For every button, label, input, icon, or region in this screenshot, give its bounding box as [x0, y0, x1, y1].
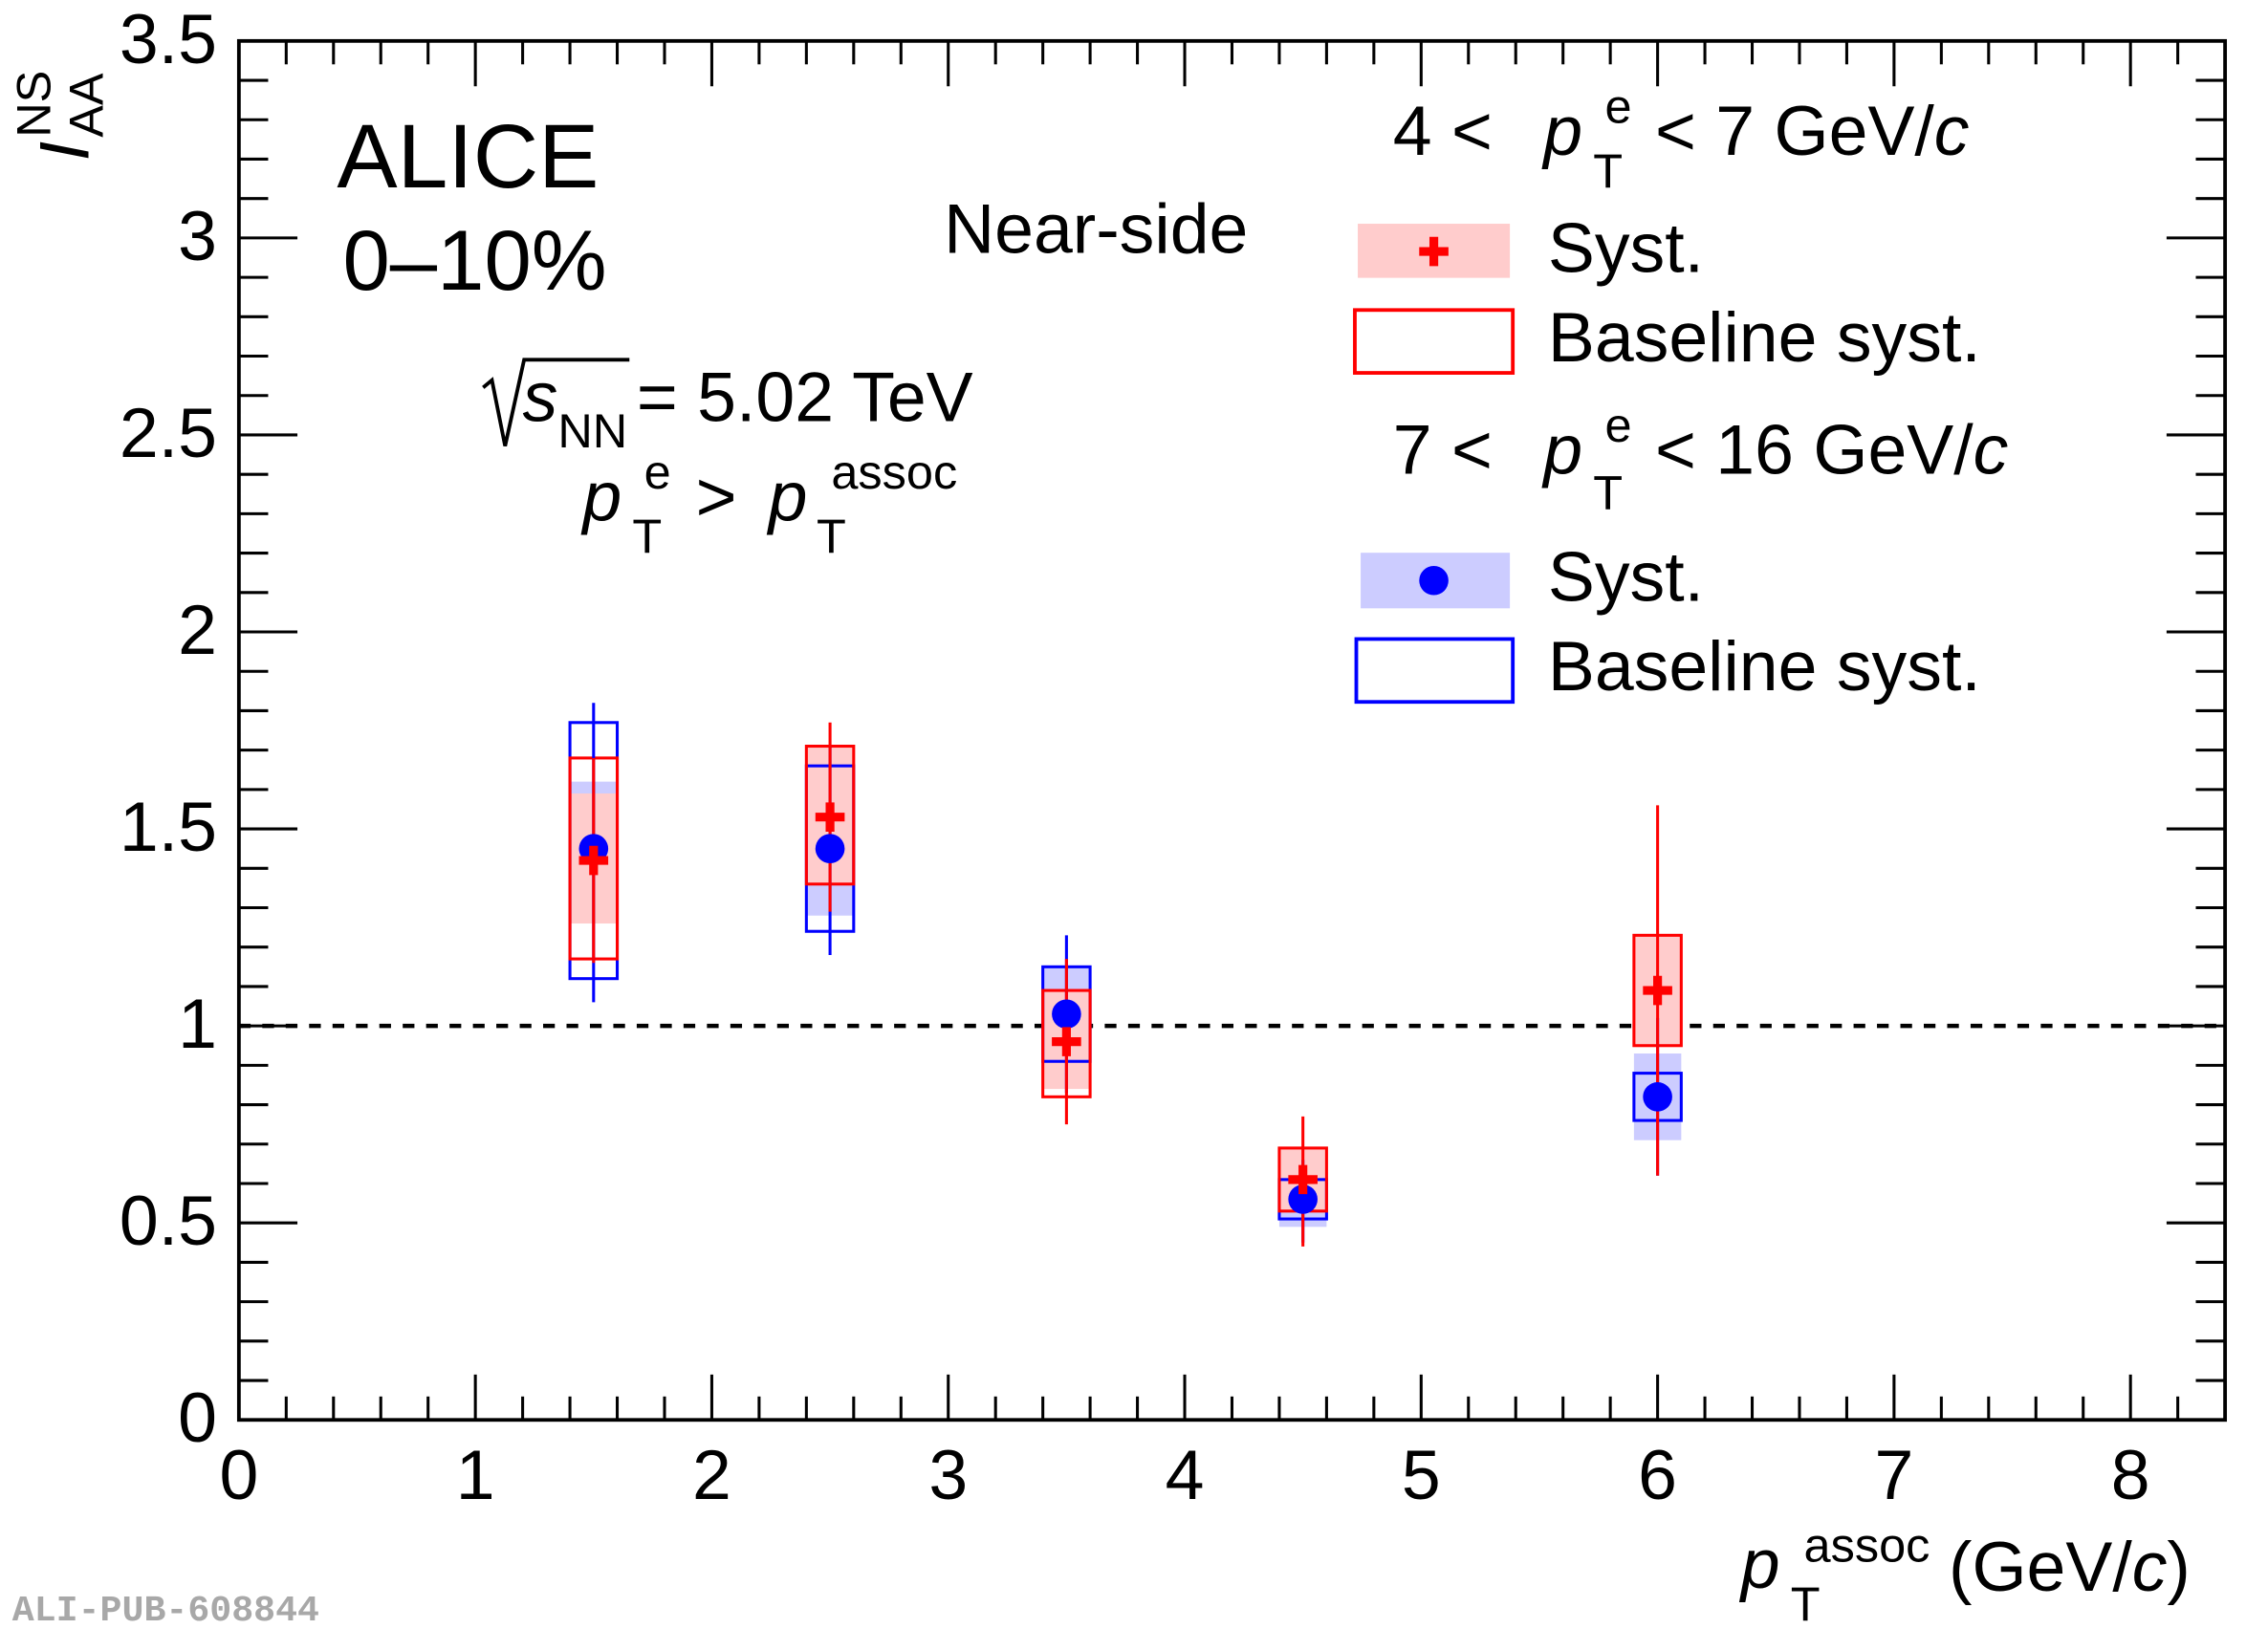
legend2-sub: T — [1593, 465, 1623, 519]
x-tick-label: 8 — [2111, 1436, 2150, 1514]
legend-blue-circle-marker — [1419, 565, 1449, 596]
experiment-label: ALICE — [337, 106, 599, 207]
condition-label: p T e > p T assoc — [580, 445, 957, 563]
data-marks — [238, 703, 2226, 1247]
y-tick-label: 2 — [178, 591, 217, 669]
y-tick-label: 0 — [178, 1379, 217, 1457]
cond-sub2: T — [817, 509, 846, 563]
cond-sup2: assoc — [831, 445, 957, 499]
sqrt-sign — [482, 358, 630, 446]
x-label-sub: T — [1791, 1576, 1821, 1629]
data-point-cross — [578, 845, 609, 876]
energy-s: s — [523, 358, 558, 437]
cond-sub1: T — [632, 509, 662, 563]
x-label-unit: (GeV/c) — [1949, 1528, 2191, 1606]
figure-content: 0 1 2 3 4 5 6 7 8 0 0.5 1 1.5 2 2.5 3 3.5 I AA NS p ass… — [7, 0, 2228, 1629]
centrality-label: 0–10% — [342, 213, 606, 308]
cond-p1: p — [580, 458, 622, 536]
energy-sub: NN — [557, 403, 627, 458]
x-tick-label: 4 — [1166, 1436, 1205, 1514]
cond-gt: > — [676, 458, 756, 536]
x-label-p: p — [1739, 1525, 1780, 1603]
y-label-sup: NS — [7, 71, 61, 138]
y-tick-label: 1.5 — [120, 788, 217, 866]
x-tick-label: 2 — [692, 1436, 731, 1514]
legend-blue-syst-label: Syst. — [1548, 538, 1704, 617]
legend-red-baseline-swatch — [1353, 308, 1516, 375]
energy-value: = 5.02 TeV — [637, 358, 973, 437]
legend-red-syst-label: Syst. — [1548, 209, 1704, 288]
x-tick-label: 3 — [928, 1436, 968, 1514]
y-tick-label: 0.5 — [120, 1182, 217, 1260]
x-label-sup: assoc — [1804, 1518, 1930, 1573]
legend2-p: p — [1541, 411, 1582, 489]
y-tick-label: 3 — [178, 197, 217, 275]
legend1-post: < 7 GeV/c — [1636, 92, 1970, 170]
cond-p2: p — [767, 458, 808, 536]
energy-label: s NN = 5.02 TeV — [482, 358, 973, 458]
y-tick-labels: 0 0.5 1 1.5 2 2.5 3 3.5 — [120, 0, 217, 1457]
legend-blue-baseline-swatch — [1354, 637, 1516, 705]
legend1-sup: e — [1605, 78, 1632, 133]
legend: 4 < p T e < 7 GeV/c Syst. Baseline syst.… — [1353, 78, 2009, 706]
legend-red-baseline-label: Baseline syst. — [1548, 298, 1981, 377]
legend1-pre: 4 < — [1393, 92, 1512, 170]
cond-sup1: e — [644, 445, 671, 499]
y-axis-label: I AA NS — [7, 71, 114, 162]
data-point-cross — [1643, 975, 1672, 1006]
x-tick-label: 0 — [219, 1436, 258, 1514]
legend-header-2: 7 < p T e < 16 GeV/c — [1393, 398, 2009, 519]
legend1-p: p — [1541, 92, 1582, 170]
y-tick-label: 3.5 — [120, 0, 217, 78]
data-point-circle — [815, 834, 845, 863]
x-axis-label: p assoc T (GeV/c) — [1739, 1518, 2191, 1629]
region-label: Near-side — [944, 190, 1248, 269]
legend2-sup: e — [1605, 398, 1632, 452]
x-tick-label: 6 — [1638, 1436, 1677, 1514]
legend1-sub: T — [1593, 143, 1623, 198]
plot-frame — [236, 38, 2228, 1423]
axis-ticks — [237, 39, 2227, 1422]
x-tick-label: 7 — [1874, 1436, 1913, 1514]
x-tick-labels: 0 1 2 3 4 5 6 7 8 — [219, 1436, 2149, 1514]
legend2-post: < 16 GeV/c — [1636, 411, 2009, 489]
data-point-cross — [1052, 1027, 1081, 1056]
legend2-pre: 7 < — [1393, 411, 1512, 489]
watermark: ALI-PUB-608844 — [12, 1591, 319, 1629]
legend-header-1: 4 < p T e < 7 GeV/c — [1393, 78, 1970, 197]
x-tick-label: 1 — [456, 1436, 495, 1514]
y-tick-label: 1 — [178, 985, 217, 1063]
legend-blue-baseline-label: Baseline syst. — [1548, 627, 1981, 706]
data-point-circle — [1288, 1184, 1318, 1214]
y-label-sub: AA — [59, 73, 114, 138]
y-tick-label: 2.5 — [120, 394, 217, 472]
data-point-cross — [1288, 1164, 1318, 1195]
x-tick-label: 5 — [1402, 1436, 1441, 1514]
data-point-circle — [1643, 1082, 1672, 1112]
data-point-cross — [815, 802, 845, 833]
y-label-main: I — [25, 141, 103, 161]
legend-red-cross-marker — [1419, 236, 1449, 267]
data-point-circle — [1052, 999, 1081, 1030]
